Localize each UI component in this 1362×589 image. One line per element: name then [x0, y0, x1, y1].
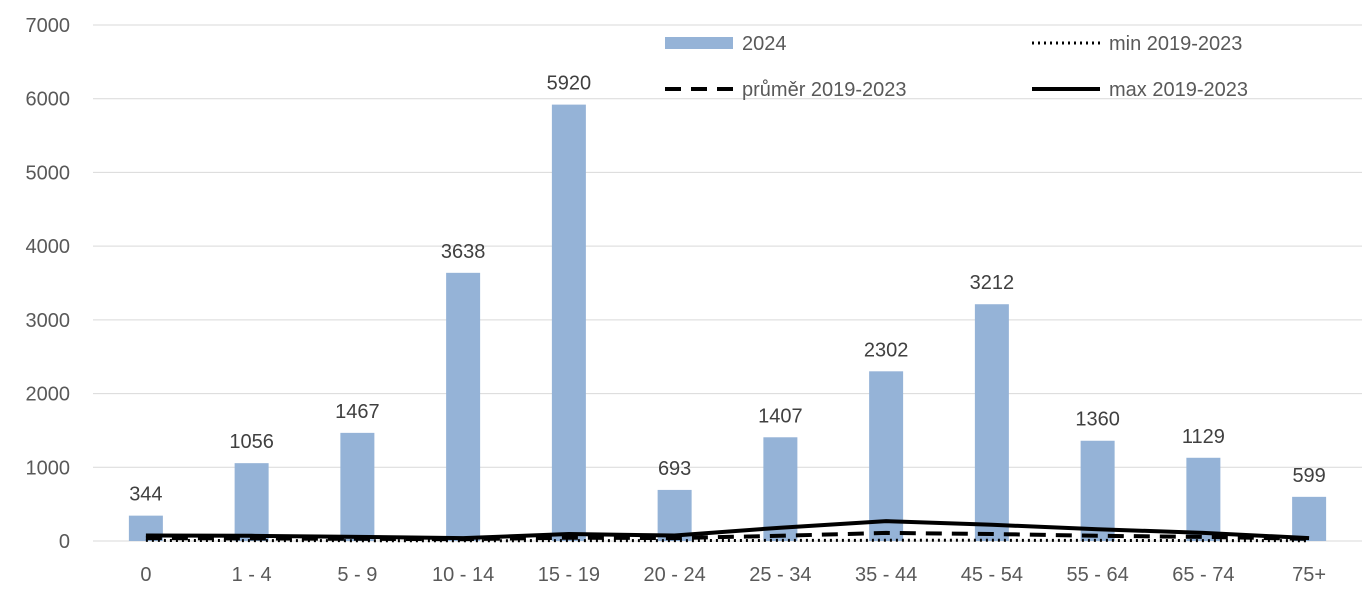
- x-tick-label: 15 - 19: [538, 564, 600, 586]
- x-tick-label: 75+: [1292, 564, 1326, 586]
- data-label: 1407: [758, 405, 803, 427]
- line-series: [145, 519, 1310, 543]
- y-tick-label: 2000: [26, 384, 71, 406]
- bar: [551, 104, 586, 542]
- data-label: 2302: [864, 339, 909, 361]
- y-tick-label: 7000: [26, 15, 71, 37]
- series-line: [145, 519, 1310, 541]
- gridlines: [93, 24, 1362, 468]
- bar: [446, 272, 481, 541]
- x-axis-ticks: 0 1 - 4 5 - 9 10 - 14 15 - 19 20 - 24 25 - 34 3…: [140, 564, 1326, 586]
- data-label: 5920: [547, 73, 592, 95]
- data-label: 344: [129, 484, 162, 506]
- x-tick-label: 35 - 44: [855, 564, 917, 586]
- bar: [1080, 440, 1115, 541]
- data-label: 3638: [441, 241, 486, 263]
- data-label: 599: [1292, 465, 1325, 487]
- y-tick-label: 3000: [26, 310, 71, 332]
- x-tick-label: 10 - 14: [432, 564, 494, 586]
- bar: [1186, 457, 1221, 541]
- data-label: 693: [658, 458, 691, 480]
- bar: [234, 463, 269, 541]
- y-tick-label: 1000: [26, 457, 71, 479]
- bar: [1292, 496, 1327, 541]
- y-tick-label: 0: [59, 531, 70, 553]
- x-tick-label: 45 - 54: [961, 564, 1023, 586]
- bar-series-2024: [128, 104, 1327, 542]
- x-tick-label: 25 - 34: [749, 564, 811, 586]
- bar: [657, 489, 692, 541]
- bar: [869, 371, 904, 541]
- bar: [340, 432, 375, 541]
- data-label: 1056: [229, 431, 274, 453]
- y-tick-label: 5000: [26, 162, 71, 184]
- legend-label: min 2019-2023: [1109, 33, 1242, 55]
- x-tick-label: 0: [140, 564, 151, 586]
- bar: [974, 304, 1009, 541]
- y-tick-label: 6000: [26, 89, 71, 111]
- legend-swatch: [665, 37, 733, 49]
- legend-label: 2024: [742, 33, 787, 55]
- y-axis-ticks: 0 1000 2000 3000 4000 5000 6000 7000: [26, 15, 71, 553]
- data-label: 1467: [335, 401, 380, 423]
- data-label: 1129: [1182, 426, 1225, 448]
- x-tick-label: 55 - 64: [1066, 564, 1128, 586]
- y-tick-label: 4000: [26, 236, 71, 258]
- x-tick-label: 20 - 24: [643, 564, 705, 586]
- x-tick-label: 5 - 9: [337, 564, 377, 586]
- legend-label: průměr 2019-2023: [742, 79, 907, 101]
- legend-label: max 2019-2023: [1109, 79, 1248, 101]
- data-label: 1360: [1075, 409, 1120, 431]
- data-label: 3212: [970, 272, 1015, 294]
- data-labels: 344 1056 1467 3638 5920 693 1407 2302 3212 1360 11…: [129, 73, 1326, 506]
- x-tick-label: 65 - 74: [1172, 564, 1234, 586]
- series-line: [145, 530, 1310, 542]
- x-tick-label: 1 - 4: [232, 564, 272, 586]
- bar: [763, 437, 798, 541]
- legend: 2024 min 2019-2023 průměr 2019-2023 max 201…: [665, 33, 1248, 101]
